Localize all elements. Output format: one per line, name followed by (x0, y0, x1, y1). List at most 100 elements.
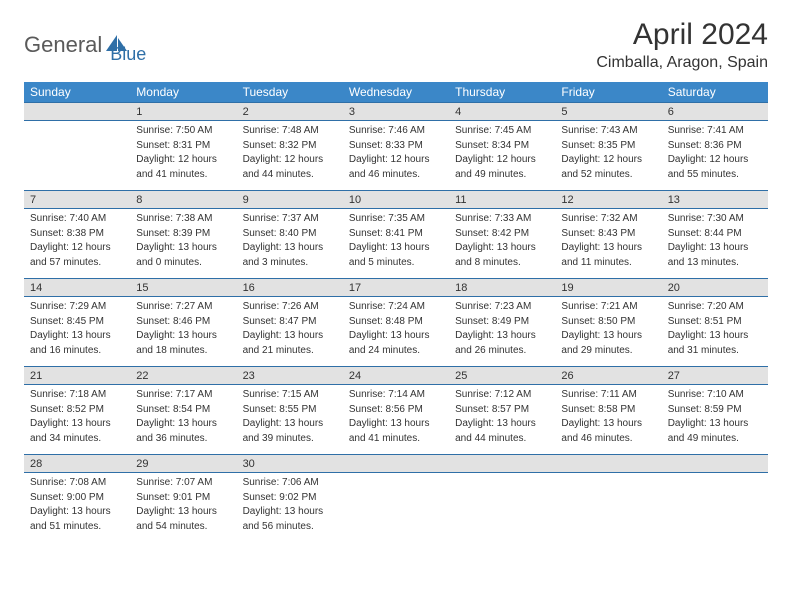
date-cell: 20 (662, 279, 768, 297)
date-cell: 30 (237, 455, 343, 473)
day-cell (24, 121, 130, 191)
daylight1-text: Daylight: 13 hours (136, 505, 230, 519)
date-cell: 17 (343, 279, 449, 297)
sunrise-text: Sunrise: 7:50 AM (136, 124, 230, 138)
date-cell: 16 (237, 279, 343, 297)
daylight2-text: and 31 minutes. (668, 344, 762, 358)
daylight2-text: and 3 minutes. (243, 256, 337, 270)
day-cell: Sunrise: 7:12 AMSunset: 8:57 PMDaylight:… (449, 385, 555, 455)
daylight2-text: and 11 minutes. (561, 256, 655, 270)
sunset-text: Sunset: 8:55 PM (243, 403, 337, 417)
sunset-text: Sunset: 8:44 PM (668, 227, 762, 241)
daylight2-text: and 13 minutes. (668, 256, 762, 270)
daylight2-text: and 26 minutes. (455, 344, 549, 358)
daylight1-text: Daylight: 13 hours (561, 329, 655, 343)
sunset-text: Sunset: 8:35 PM (561, 139, 655, 153)
date-row: 78910111213 (24, 191, 768, 209)
day-cell (662, 473, 768, 543)
sunset-text: Sunset: 8:36 PM (668, 139, 762, 153)
body-row: Sunrise: 7:29 AMSunset: 8:45 PMDaylight:… (24, 297, 768, 367)
sunrise-text: Sunrise: 7:37 AM (243, 212, 337, 226)
sunrise-text: Sunrise: 7:29 AM (30, 300, 124, 314)
day-header: Saturday (662, 82, 768, 103)
sunrise-text: Sunrise: 7:45 AM (455, 124, 549, 138)
day-cell: Sunrise: 7:23 AMSunset: 8:49 PMDaylight:… (449, 297, 555, 367)
sunset-text: Sunset: 8:49 PM (455, 315, 549, 329)
day-cell: Sunrise: 7:32 AMSunset: 8:43 PMDaylight:… (555, 209, 661, 279)
date-row: 21222324252627 (24, 367, 768, 385)
daylight1-text: Daylight: 13 hours (349, 241, 443, 255)
daylight1-text: Daylight: 13 hours (136, 417, 230, 431)
body-row: Sunrise: 7:40 AMSunset: 8:38 PMDaylight:… (24, 209, 768, 279)
date-cell: 1 (130, 103, 236, 121)
sunrise-text: Sunrise: 7:15 AM (243, 388, 337, 402)
sunset-text: Sunset: 8:31 PM (136, 139, 230, 153)
sunrise-text: Sunrise: 7:06 AM (243, 476, 337, 490)
day-cell: Sunrise: 7:06 AMSunset: 9:02 PMDaylight:… (237, 473, 343, 543)
header: General Blue April 2024 Cimballa, Aragon… (24, 18, 768, 72)
sunset-text: Sunset: 8:50 PM (561, 315, 655, 329)
date-cell: 27 (662, 367, 768, 385)
date-cell (24, 103, 130, 121)
day-cell: Sunrise: 7:40 AMSunset: 8:38 PMDaylight:… (24, 209, 130, 279)
title-block: April 2024 Cimballa, Aragon, Spain (596, 18, 768, 72)
daylight2-text: and 5 minutes. (349, 256, 443, 270)
daylight2-text: and 18 minutes. (136, 344, 230, 358)
day-cell: Sunrise: 7:21 AMSunset: 8:50 PMDaylight:… (555, 297, 661, 367)
day-header: Friday (555, 82, 661, 103)
daylight2-text: and 44 minutes. (243, 168, 337, 182)
date-row: 14151617181920 (24, 279, 768, 297)
sunset-text: Sunset: 8:40 PM (243, 227, 337, 241)
daylight2-text: and 8 minutes. (455, 256, 549, 270)
daylight1-text: Daylight: 13 hours (243, 329, 337, 343)
daylight1-text: Daylight: 12 hours (668, 153, 762, 167)
day-header: Sunday (24, 82, 130, 103)
sunrise-text: Sunrise: 7:12 AM (455, 388, 549, 402)
sunset-text: Sunset: 8:43 PM (561, 227, 655, 241)
daylight2-text: and 56 minutes. (243, 520, 337, 534)
month-title: April 2024 (596, 18, 768, 52)
daylight2-text: and 41 minutes. (136, 168, 230, 182)
sunrise-text: Sunrise: 7:08 AM (30, 476, 124, 490)
day-cell: Sunrise: 7:14 AMSunset: 8:56 PMDaylight:… (343, 385, 449, 455)
sunrise-text: Sunrise: 7:41 AM (668, 124, 762, 138)
daylight2-text: and 57 minutes. (30, 256, 124, 270)
body-row: Sunrise: 7:50 AMSunset: 8:31 PMDaylight:… (24, 121, 768, 191)
date-cell: 8 (130, 191, 236, 209)
daylight1-text: Daylight: 13 hours (243, 417, 337, 431)
sunrise-text: Sunrise: 7:26 AM (243, 300, 337, 314)
date-cell: 22 (130, 367, 236, 385)
daylight1-text: Daylight: 13 hours (136, 329, 230, 343)
date-cell: 29 (130, 455, 236, 473)
daylight1-text: Daylight: 12 hours (455, 153, 549, 167)
date-cell: 4 (449, 103, 555, 121)
date-cell: 26 (555, 367, 661, 385)
sunrise-text: Sunrise: 7:48 AM (243, 124, 337, 138)
body-row: Sunrise: 7:18 AMSunset: 8:52 PMDaylight:… (24, 385, 768, 455)
sunset-text: Sunset: 8:47 PM (243, 315, 337, 329)
day-cell: Sunrise: 7:20 AMSunset: 8:51 PMDaylight:… (662, 297, 768, 367)
daylight2-text: and 55 minutes. (668, 168, 762, 182)
sunrise-text: Sunrise: 7:20 AM (668, 300, 762, 314)
daylight1-text: Daylight: 13 hours (455, 241, 549, 255)
day-cell: Sunrise: 7:29 AMSunset: 8:45 PMDaylight:… (24, 297, 130, 367)
logo-text-general: General (24, 32, 102, 58)
day-cell: Sunrise: 7:33 AMSunset: 8:42 PMDaylight:… (449, 209, 555, 279)
sunset-text: Sunset: 8:46 PM (136, 315, 230, 329)
body-row: Sunrise: 7:08 AMSunset: 9:00 PMDaylight:… (24, 473, 768, 543)
daylight1-text: Daylight: 12 hours (136, 153, 230, 167)
date-cell: 13 (662, 191, 768, 209)
date-cell: 2 (237, 103, 343, 121)
daylight1-text: Daylight: 13 hours (349, 329, 443, 343)
date-cell: 7 (24, 191, 130, 209)
date-cell: 15 (130, 279, 236, 297)
sunset-text: Sunset: 8:54 PM (136, 403, 230, 417)
date-row: 282930 (24, 455, 768, 473)
day-cell: Sunrise: 7:15 AMSunset: 8:55 PMDaylight:… (237, 385, 343, 455)
sunset-text: Sunset: 8:33 PM (349, 139, 443, 153)
sunset-text: Sunset: 8:34 PM (455, 139, 549, 153)
sunset-text: Sunset: 8:38 PM (30, 227, 124, 241)
date-cell (343, 455, 449, 473)
day-cell: Sunrise: 7:35 AMSunset: 8:41 PMDaylight:… (343, 209, 449, 279)
date-cell: 28 (24, 455, 130, 473)
